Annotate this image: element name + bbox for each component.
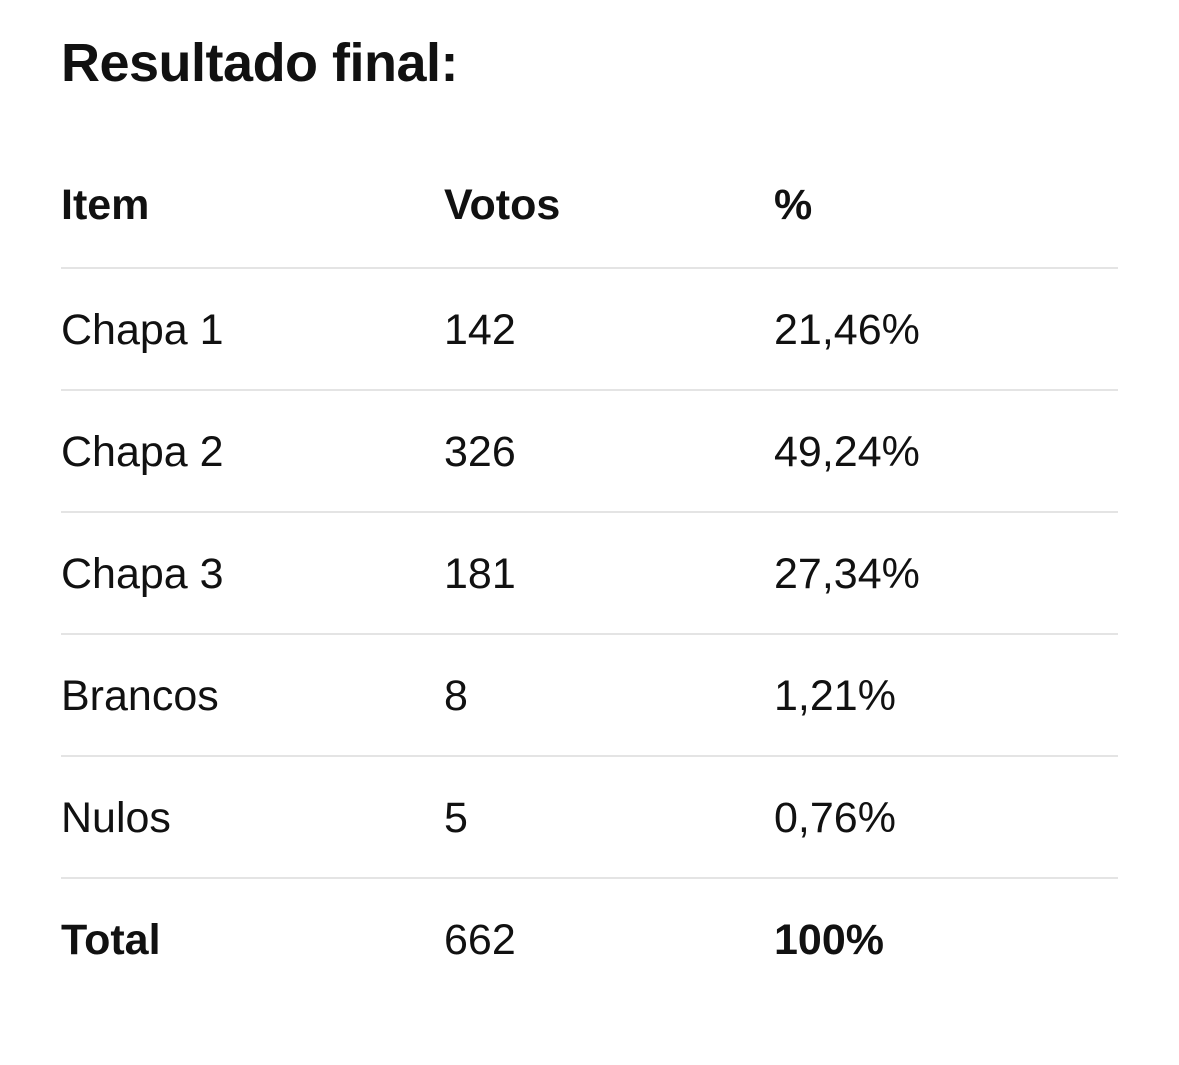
table-header-row: Item Votos % [61, 145, 1118, 269]
row-percent: 49,24% [774, 428, 920, 476]
table-row: Chapa 1 142 21,46% [61, 269, 1118, 391]
total-label: Total [61, 916, 161, 964]
row-votos: 5 [444, 794, 468, 842]
row-votos: 326 [444, 428, 516, 476]
header-percent: % [774, 181, 813, 229]
row-item: Chapa 3 [61, 550, 224, 598]
row-item: Chapa 1 [61, 306, 224, 354]
row-percent: 0,76% [774, 794, 896, 842]
row-item: Nulos [61, 794, 171, 842]
table-row: Chapa 2 326 49,24% [61, 391, 1118, 513]
row-votos: 142 [444, 306, 516, 354]
row-votos: 181 [444, 550, 516, 598]
table-row: Nulos 5 0,76% [61, 757, 1118, 879]
total-percent: 100% [774, 916, 884, 964]
row-votos: 8 [444, 672, 468, 720]
row-percent: 1,21% [774, 672, 896, 720]
results-table: Item Votos % Chapa 1 142 21,46% Chapa 2 … [61, 145, 1118, 1001]
row-item: Chapa 2 [61, 428, 224, 476]
row-percent: 21,46% [774, 306, 920, 354]
table-total-row: Total 662 100% [61, 879, 1118, 1001]
header-item: Item [61, 181, 150, 229]
page-title: Resultado final: [61, 33, 459, 93]
table-row: Chapa 3 181 27,34% [61, 513, 1118, 635]
row-percent: 27,34% [774, 550, 920, 598]
table-row: Brancos 8 1,21% [61, 635, 1118, 757]
row-item: Brancos [61, 672, 219, 720]
header-votos: Votos [444, 181, 561, 229]
total-votos: 662 [444, 916, 516, 964]
